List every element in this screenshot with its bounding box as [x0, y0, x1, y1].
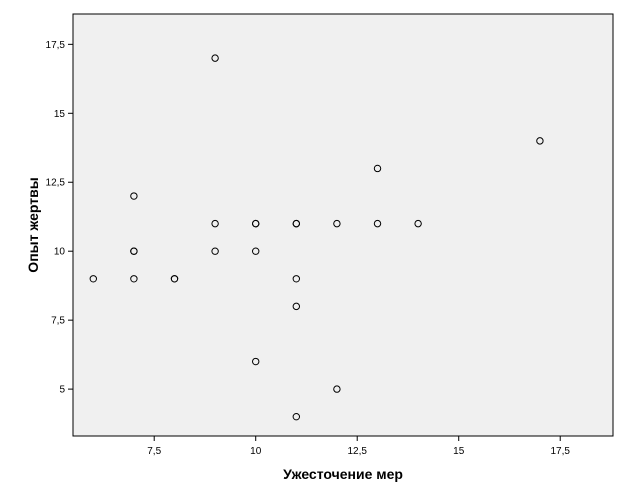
data-point	[252, 357, 260, 366]
data-point	[373, 219, 382, 228]
data-point	[292, 412, 301, 421]
x-tick-label: 15	[453, 446, 465, 457]
data-point	[333, 219, 341, 228]
data-point	[373, 164, 382, 173]
data-point	[211, 54, 219, 62]
data-point	[130, 192, 138, 200]
data-point	[211, 219, 219, 228]
y-axis-title: Опыт жертвы	[25, 177, 41, 272]
data-point	[211, 247, 219, 255]
y-tick-label: 5	[59, 385, 65, 396]
data-point	[252, 247, 260, 255]
data-point	[292, 219, 301, 228]
data-points	[89, 54, 544, 421]
plot-area	[72, 13, 614, 437]
y-tick-label: 10	[54, 247, 66, 258]
data-point	[170, 275, 179, 283]
x-tick-label: 7,5	[147, 446, 161, 457]
data-point	[130, 275, 138, 283]
data-point	[536, 137, 544, 145]
x-tick-label: 10	[250, 446, 262, 457]
y-tick-label: 7,5	[51, 316, 65, 327]
data-point	[89, 275, 98, 283]
data-point	[333, 385, 341, 393]
data-point	[292, 275, 301, 283]
data-point	[414, 219, 422, 228]
x-tick-label: 12,5	[347, 446, 367, 457]
y-axis: 5 7,5 10 12,5 15 17,5	[46, 40, 73, 396]
y-tick-label: 12,5	[46, 178, 66, 189]
x-axis: 7,5 10 12,5 15 17,5	[147, 436, 570, 457]
x-axis-title: Ужесточение мер	[283, 466, 403, 482]
x-tick-label: 17,5	[550, 446, 570, 457]
y-tick-label: 17,5	[46, 40, 66, 51]
data-point	[130, 247, 138, 255]
data-point	[292, 302, 301, 311]
y-tick-label: 15	[54, 109, 66, 120]
data-point	[252, 219, 260, 228]
